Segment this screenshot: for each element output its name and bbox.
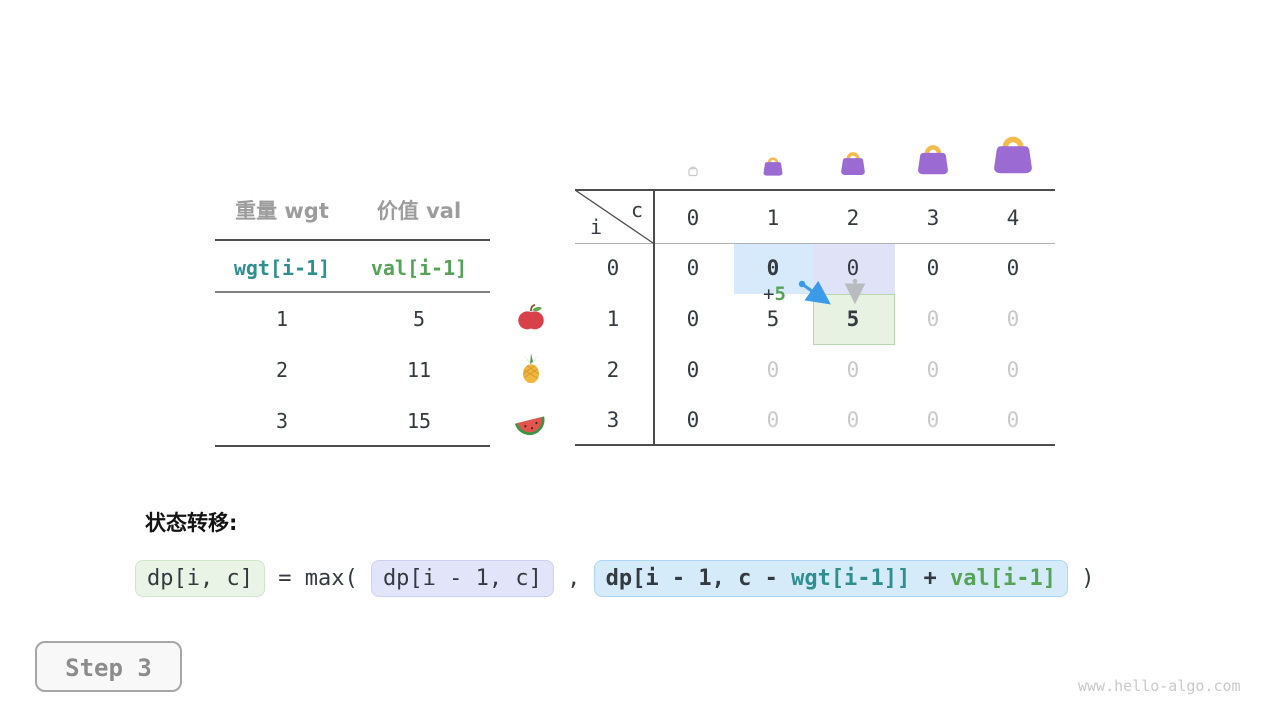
dp-cell: 0 <box>1006 256 1020 280</box>
formula-lhs: dp[i, c] <box>135 560 265 597</box>
corner-col-var: c <box>630 198 644 222</box>
dp-vertical-rule <box>653 190 655 445</box>
dp-cell-pending: 0 <box>1006 358 1020 382</box>
bag-capacity-3-icon <box>914 140 952 178</box>
formula-comma: , <box>553 566 594 591</box>
dp-cell-pending: 0 <box>926 307 940 331</box>
dp-cell: 5 <box>766 307 780 331</box>
dp-cell: 0 <box>686 256 700 280</box>
bag-capacity-1-icon <box>761 154 785 178</box>
corner-row-var: i <box>589 215 603 239</box>
dp-row-header: 2 <box>606 358 620 382</box>
dp-cell-pending: 0 <box>766 408 780 432</box>
dp-col-header: 3 <box>926 206 940 230</box>
empty-bag-icon <box>685 162 701 178</box>
formula-arg1: dp[i - 1, c] <box>370 560 554 597</box>
dp-col-header: 0 <box>686 206 700 230</box>
item-row-val: 11 <box>406 358 432 382</box>
dp-cell-source-purple: 0 <box>846 256 860 280</box>
dp-cell-target: 5 <box>846 307 860 331</box>
dp-cell-pending: 0 <box>846 408 860 432</box>
step-badge[interactable]: Step 3 <box>35 641 182 692</box>
dp-cell: 0 <box>686 408 700 432</box>
arrows-overlay <box>798 278 866 305</box>
dp-row-header: 0 <box>606 256 620 280</box>
items-table-bottom-rule <box>215 445 490 447</box>
item-row-wgt: 3 <box>275 409 289 433</box>
dp-cell: 0 <box>686 358 700 382</box>
formula-eq-max: = max( <box>264 566 371 591</box>
bag-capacity-4-icon <box>989 130 1037 178</box>
dp-col-header: 2 <box>846 206 860 230</box>
bag-capacity-2-icon <box>838 148 868 178</box>
item-row-wgt: 2 <box>275 358 289 382</box>
formula-arg2-val: val[i-1] <box>950 566 1057 591</box>
transfer-arrow-blue <box>801 280 831 305</box>
dp-table-top-rule <box>575 189 1055 191</box>
item-row-wgt: 1 <box>275 307 289 331</box>
dp-table-bottom-rule <box>575 444 1055 446</box>
transition-label: 状态转移: <box>145 511 238 535</box>
dp-cell-pending: 0 <box>1006 408 1020 432</box>
dp-cell-pending: 0 <box>846 358 860 382</box>
dp-cell-pending: 0 <box>926 408 940 432</box>
dp-cell: 0 <box>686 307 700 331</box>
formula-close: ) <box>1068 566 1095 591</box>
dp-col-header: 1 <box>766 206 780 230</box>
dp-cell: 0 <box>926 256 940 280</box>
apple-icon <box>514 301 548 335</box>
items-formula-val: val[i-1] <box>370 256 468 280</box>
site-watermark: www.hello-algo.com <box>1078 677 1241 695</box>
formula-arg2: dp[i - 1, c - wgt[i-1]] + val[i-1] <box>593 560 1069 597</box>
dp-row-header: 1 <box>606 307 620 331</box>
items-formula-wgt: wgt[i-1] <box>233 256 331 280</box>
plus-value-annotation: +5 <box>763 283 786 305</box>
formula-arg2-prefix: dp[i - 1, c - <box>605 566 792 591</box>
item-row-val: 5 <box>412 307 426 331</box>
dp-cell-pending: 0 <box>926 358 940 382</box>
dp-col-header: 4 <box>1006 206 1020 230</box>
items-table-mid-rule <box>215 291 490 293</box>
dp-corner-diagonal <box>575 190 654 244</box>
dp-header-rule <box>575 243 1055 244</box>
annotation-value: 5 <box>774 283 786 305</box>
items-col-header-value: 价值 val <box>376 199 462 223</box>
dp-cell-pending: 0 <box>766 358 780 382</box>
watermelon-icon <box>512 403 548 439</box>
item-row-val: 15 <box>406 409 432 433</box>
pineapple-icon <box>514 352 548 386</box>
formula-arg2-wgt: wgt[i-1]] <box>791 566 911 591</box>
dp-row-header: 3 <box>606 408 620 432</box>
items-table-top-rule <box>215 239 490 241</box>
dp-cell-pending: 0 <box>1006 307 1020 331</box>
annotation-plus: + <box>763 283 775 305</box>
state-transition-formula: dp[i, c] = max( dp[i - 1, c] , dp[i - 1,… <box>135 560 1095 597</box>
items-col-header-weight: 重量 wgt <box>235 199 329 223</box>
formula-arg2-plus: + <box>910 566 951 591</box>
dp-cell-source-blue: 0 <box>766 256 780 280</box>
